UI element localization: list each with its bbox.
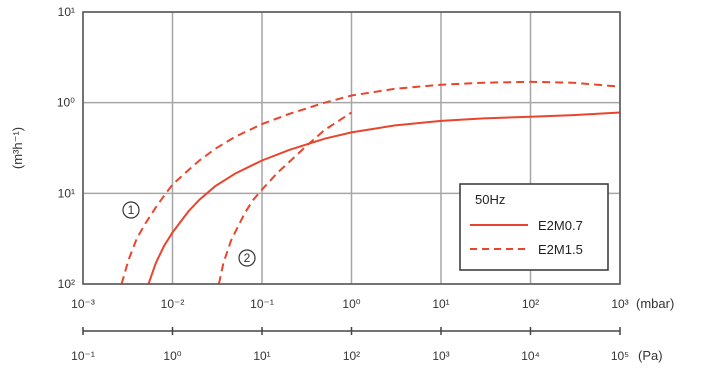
marker-circle <box>238 249 256 267</box>
x-tick-label-mbar: 10³ <box>611 297 628 311</box>
x-tick-label-pa: 10⁰ <box>163 349 181 363</box>
y-tick-label: 10⁰ <box>57 96 75 110</box>
y-tick-label: 10¹ <box>58 186 75 200</box>
series-line-solid <box>147 111 620 284</box>
y-tick-label: 10¹ <box>58 5 75 19</box>
x-tick-label-mbar: 10⁰ <box>342 297 360 311</box>
legend-title: 50Hz <box>475 192 505 207</box>
pascal-axis <box>82 327 621 335</box>
x-tick-label-mbar: 10² <box>522 297 539 311</box>
legend: 50Hz E2M0.7 E2M1.5 <box>459 183 609 271</box>
legend-label: E2M0.7 <box>538 218 583 233</box>
marker-circle <box>122 201 140 219</box>
x-tick-label-pa: 10³ <box>432 349 449 363</box>
legend-label: E2M1.5 <box>538 242 583 257</box>
series-line-dashed <box>120 80 620 284</box>
series-layer <box>120 80 620 284</box>
x-tick-label-mbar: 10¹ <box>432 297 449 311</box>
x-tick-label-pa: 10² <box>343 349 360 363</box>
x-tick-label-pa: 10⁵ <box>611 349 629 363</box>
series-line-dashed <box>217 111 353 284</box>
x-tick-label-pa: 10⁻¹ <box>71 349 95 363</box>
y-axis-label: (m³h⁻¹) <box>10 127 25 169</box>
marker-number: 2 <box>244 251 251 265</box>
x-axis-unit-mbar: (mbar) <box>636 296 674 311</box>
y-axis-ticks: 10² 10¹ 10⁰ 10¹ <box>57 5 75 291</box>
x-axis-unit-pa: (Pa) <box>638 348 663 363</box>
x-tick-label-mbar: 10⁻² <box>161 297 185 311</box>
x-tick-label-mbar: 10⁻³ <box>71 297 95 311</box>
curve-marker-2: 2 <box>238 249 256 267</box>
curve-marker-1: 1 <box>122 201 140 219</box>
y-tick-label: 10² <box>58 277 75 291</box>
x-tick-label-mbar: 10⁻¹ <box>250 297 274 311</box>
x-tick-label-pa: 10⁴ <box>521 349 540 363</box>
x-axis-secondary-ticks: 10⁻¹ 10⁰ 10¹ 10² 10³ 10⁴ 10⁵ <box>71 349 629 363</box>
marker-number: 1 <box>128 203 135 217</box>
legend-box <box>459 183 609 271</box>
x-axis-primary-ticks: 10⁻³ 10⁻² 10⁻¹ 10⁰ 10¹ 10² 10³ <box>71 297 629 311</box>
plot-frame <box>82 11 621 285</box>
x-tick-label-pa: 10¹ <box>253 349 270 363</box>
